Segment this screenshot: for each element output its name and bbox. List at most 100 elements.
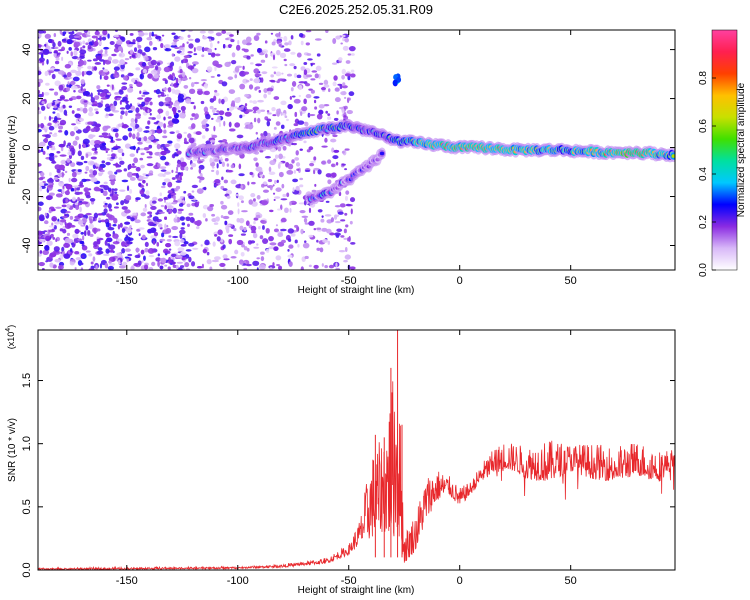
spectrogram-noise-cell <box>52 111 56 114</box>
snr-x-tick-label: -100 <box>227 575 249 587</box>
spectrogram-noise-cell <box>346 110 353 115</box>
spectrogram-noise-cell <box>45 195 53 201</box>
spectrogram-noise-cell <box>191 68 199 74</box>
spectrogram-noise-cell <box>349 197 356 203</box>
spectrogram-noise-cell <box>103 68 109 73</box>
spectrogram-noise-cell <box>121 228 126 233</box>
spectrogram-noise-cell <box>105 232 110 238</box>
spectrogram-noise-cell <box>89 169 94 174</box>
spectrogram-noise-cell <box>177 208 184 212</box>
spectrogram-noise-cell <box>211 259 219 263</box>
spectrogram-y-tick-label: -40 <box>21 238 33 254</box>
spectrogram-noise-cell <box>334 220 341 224</box>
spectrogram-noise-cell <box>238 173 245 177</box>
spectrogram-noise-cell <box>274 154 279 159</box>
spectrogram-noise-cell <box>171 32 176 35</box>
spectrogram-noise-cell <box>58 129 63 133</box>
spectrogram-noise-cell <box>83 100 88 103</box>
spectrogram-noise-cell <box>155 35 162 40</box>
spectrogram-noise-cell <box>167 140 173 144</box>
spectrogram-noise-cell <box>214 179 221 184</box>
spectrogram-noise-cell <box>82 235 85 241</box>
spectrogram-noise-cell <box>214 66 217 72</box>
spectrogram-noise-cell <box>94 66 97 71</box>
spectrogram-noise-cell <box>257 117 261 124</box>
spectrogram-noise-cell <box>85 42 89 46</box>
spectrogram-noise-cell <box>247 181 250 186</box>
spectrogram-noise-cell <box>179 195 184 199</box>
spectrogram-noise-cell <box>338 57 343 61</box>
spectrogram-noise-cell <box>275 71 282 77</box>
spectrogram-noise-cell <box>256 109 261 114</box>
spectrogram-noise-cell <box>277 208 282 211</box>
spectrogram-noise-cell <box>167 181 173 188</box>
spectrogram-noise-cell <box>45 260 49 263</box>
spectrogram-noise-cell <box>163 116 166 121</box>
spectrogram-noise-cell <box>347 75 351 81</box>
spectrogram-noise-cell <box>92 58 98 62</box>
spectrogram-noise-cell <box>45 235 51 242</box>
spectrogram-noise-cell <box>130 122 136 127</box>
spectrogram-noise-cell <box>48 145 53 148</box>
spectrogram-noise-cell <box>193 47 196 52</box>
spectrogram-noise-cell <box>188 88 196 95</box>
spectrogram-noise-cell <box>268 236 274 242</box>
spectrogram-noise-cell <box>234 249 239 255</box>
spectrogram-noise-cell <box>293 123 299 127</box>
spectrogram-noise-cell <box>181 77 188 81</box>
spectrogram-noise-cell <box>188 77 192 80</box>
spectrogram-noise-cell <box>277 232 284 237</box>
snr-x-tick-label: -150 <box>116 575 138 587</box>
spectrogram-noise-cell <box>246 109 254 112</box>
spectrogram-noise-cell <box>54 259 61 263</box>
spectrogram-noise-cell <box>236 239 244 246</box>
spectrogram-noise-cell <box>283 35 288 42</box>
spectrogram-noise-cell <box>225 37 229 41</box>
spectrogram-noise-cell <box>167 75 174 80</box>
spectrogram-noise-cell <box>102 190 108 197</box>
spectrogram-noise-cell <box>124 143 131 149</box>
spectrogram-noise-cell <box>146 156 153 159</box>
spectrogram-noise-cell <box>132 163 135 166</box>
spectrogram-noise-cell <box>323 103 330 107</box>
spectrogram-noise-cell <box>240 200 244 204</box>
spectrogram-noise-cell <box>266 132 271 139</box>
spectrogram-noise-cell <box>159 265 164 270</box>
spectrogram-noise-cell <box>175 148 179 152</box>
spectrogram-noise-cell <box>237 208 240 215</box>
spectrogram-noise-cell <box>99 184 106 188</box>
spectrogram-noise-cell <box>167 87 172 93</box>
spectrogram-noise-cell <box>210 75 215 78</box>
spectrogram-noise-cell <box>303 69 308 76</box>
snr-multiplier-prefix: (x10 <box>6 332 16 350</box>
spectrogram-noise-cell <box>137 44 142 49</box>
spectrogram-noise-cell <box>69 215 74 220</box>
spectrogram-noise-cell <box>65 211 71 214</box>
spectrogram-noise-cell <box>164 216 168 220</box>
spectrogram-noise-cell <box>94 108 99 111</box>
spectrogram-noise-cell <box>152 196 158 201</box>
spectrogram-noise-cell <box>67 145 70 149</box>
spectrogram-noise-cell <box>237 40 240 45</box>
spectrogram-noise-cell <box>66 50 69 54</box>
spectrogram-noise-cell <box>295 162 301 167</box>
spectrogram-noise-cell <box>74 267 77 270</box>
spectrogram-noise-cell <box>104 202 108 206</box>
spectrogram-noise-cell <box>58 143 66 148</box>
spectrogram-noise-cell <box>249 62 254 65</box>
spectrogram-noise-cell <box>173 89 181 95</box>
spectrogram-noise-cell <box>211 117 214 121</box>
spectrogram-noise-cell <box>344 73 352 77</box>
spectrogram-noise-cell <box>76 57 81 60</box>
spectrogram-noise-cell <box>147 211 153 215</box>
spectrogram-noise-cell <box>44 245 50 251</box>
spectrogram-noise-cell <box>263 130 268 137</box>
spectrogram-noise-cell <box>82 138 90 145</box>
spectrogram-noise-cell <box>137 49 143 54</box>
colorbar-tick-label: 0.4 <box>698 167 709 181</box>
spectrogram-noise-cell <box>296 52 302 58</box>
spectrogram-noise-cell <box>59 96 65 99</box>
spectrogram-noise-cell <box>275 121 281 126</box>
spectrogram-noise-cell <box>305 93 312 99</box>
spectrogram-noise-cell <box>85 153 89 158</box>
